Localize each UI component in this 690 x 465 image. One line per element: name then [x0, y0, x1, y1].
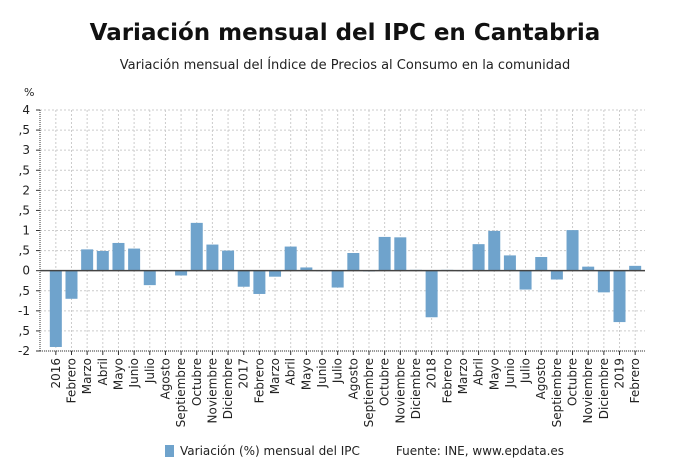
y-tick-label: ,5: [19, 284, 30, 298]
x-tick-label: Marzo: [268, 358, 282, 394]
bar: [519, 270, 532, 290]
x-tick-label: Julio: [143, 358, 157, 384]
x-tick-label: Mayo: [111, 358, 125, 390]
bar: [472, 244, 485, 271]
x-tick-label: Diciembre: [409, 358, 423, 419]
bar: [222, 250, 235, 271]
x-tick-label: Septiembre: [550, 358, 564, 427]
x-tick-label: Mayo: [487, 358, 501, 390]
y-tick-label: ,5: [19, 244, 30, 258]
y-tick-label: ,5: [19, 324, 30, 338]
x-tick-label: Abril: [284, 358, 298, 385]
x-tick-label: 2017: [237, 358, 251, 389]
y-tick-label: 3: [22, 143, 30, 157]
legend-label: Variación (%) mensual del IPC: [180, 444, 360, 458]
bar: [503, 255, 516, 271]
x-tick-label: Octubre: [190, 358, 204, 406]
x-tick-label: Febrero: [64, 358, 78, 403]
bar: [128, 248, 141, 271]
bar: [300, 267, 313, 271]
bar: [613, 270, 626, 323]
bar: [535, 257, 548, 271]
x-tick-label: Diciembre: [597, 358, 611, 419]
bar: [175, 270, 188, 276]
x-tick-label: Septiembre: [174, 358, 188, 427]
bar: [550, 270, 563, 280]
bar: [143, 270, 156, 286]
x-tick-label: Diciembre: [221, 358, 235, 419]
source-text: Fuente: INE, www.epdata.es: [395, 444, 565, 458]
x-tick-label: Julio: [331, 358, 345, 384]
x-tick-label: Octubre: [378, 358, 392, 406]
x-tick-label: Febrero: [628, 358, 642, 403]
bar: [190, 222, 203, 271]
bar: [566, 230, 579, 271]
chart-subtitle: Variación mensual del Índice de Precios …: [119, 58, 571, 73]
bar: [65, 270, 78, 299]
x-tick-label: Agosto: [346, 358, 360, 399]
x-tick-label: Marzo: [80, 358, 94, 394]
y-tick-label: ,5: [19, 203, 30, 217]
chart-title: Variación mensual del IPC en Cantabria: [89, 20, 601, 46]
bar: [206, 244, 219, 271]
x-tick-label: Octubre: [566, 358, 580, 406]
x-tick-label: Julio: [519, 358, 533, 384]
x-tick-label: Mayo: [299, 358, 313, 390]
bar: [331, 270, 344, 288]
x-tick-label: Febrero: [252, 358, 266, 403]
bar: [96, 250, 109, 271]
y-tick-label: 4: [22, 103, 30, 117]
bar: [347, 252, 360, 271]
bar: [597, 270, 610, 293]
x-tick-label: Junio: [127, 358, 141, 388]
y-axis-label: %: [24, 86, 34, 99]
y-tick-label: 1: [22, 224, 30, 238]
bar: [425, 270, 438, 318]
bar: [394, 237, 407, 271]
x-tick-label: Junio: [315, 358, 329, 388]
bar: [112, 242, 125, 271]
bar: [488, 230, 501, 271]
bar: [49, 270, 62, 347]
bar: [237, 270, 250, 287]
x-tick-label: Noviembre: [581, 358, 595, 424]
x-tick-label: Marzo: [456, 358, 470, 394]
y-tick-label: 0: [22, 264, 30, 278]
x-tick-label: Febrero: [440, 358, 454, 403]
x-tick-label: Agosto: [534, 358, 548, 399]
x-tick-label: 2016: [49, 358, 63, 389]
x-tick-label: Junio: [503, 358, 517, 388]
y-tick-label: 2: [22, 183, 30, 197]
bar: [378, 236, 391, 271]
x-tick-label: 2018: [425, 358, 439, 389]
y-tick-label: ,5: [19, 163, 30, 177]
x-tick-label: Noviembre: [205, 358, 219, 424]
x-tick-label: 2019: [613, 358, 627, 389]
bar: [629, 265, 642, 271]
x-tick-label: Abril: [96, 358, 110, 385]
x-tick-label: Noviembre: [393, 358, 407, 424]
x-tick-label: Abril: [472, 358, 486, 385]
bar: [253, 270, 266, 294]
x-tick-label: Septiembre: [362, 358, 376, 427]
legend: Variación (%) mensual del IPC Fuente: IN…: [165, 444, 564, 458]
bar: [269, 270, 282, 277]
y-tick-label: ,5: [19, 123, 30, 137]
bar: [582, 266, 595, 271]
legend-swatch: [165, 445, 174, 457]
y-tick-label: -1: [18, 304, 30, 318]
bar: [81, 249, 94, 271]
y-tick-label: -2: [18, 344, 30, 358]
x-tick-label: Agosto: [158, 358, 172, 399]
bar: [284, 246, 297, 271]
